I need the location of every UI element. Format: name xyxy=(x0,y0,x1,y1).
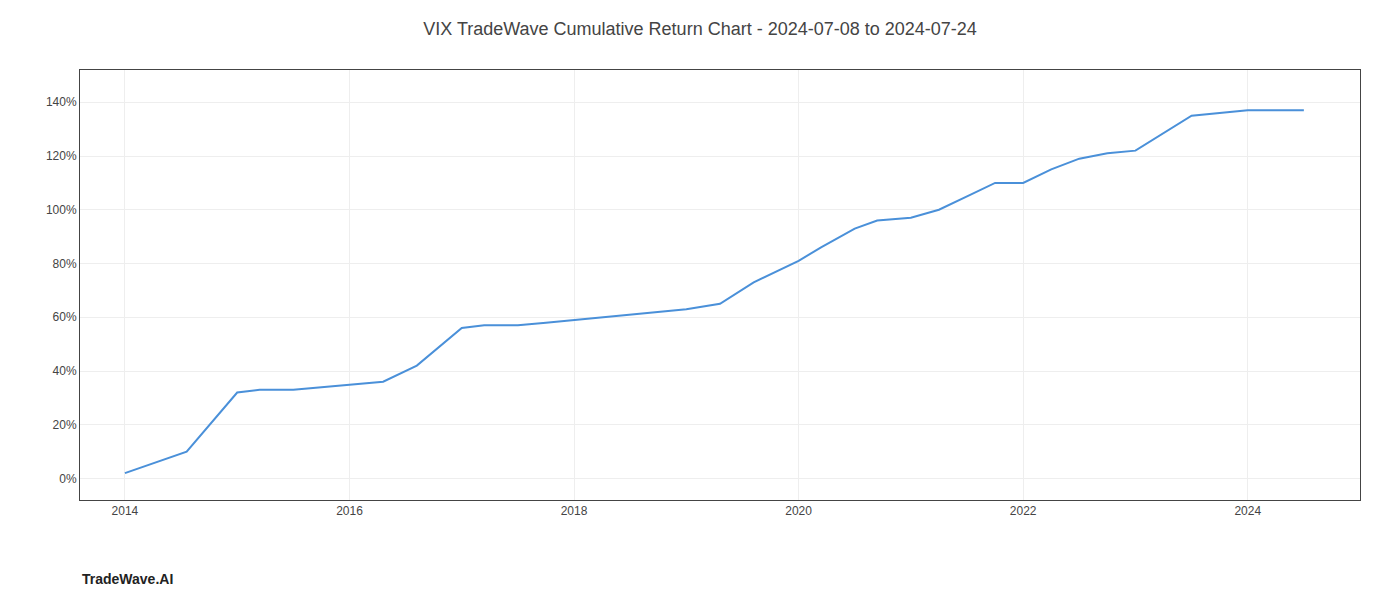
svg-text:2016: 2016 xyxy=(336,504,363,518)
svg-text:0%: 0% xyxy=(59,472,77,486)
svg-text:100%: 100% xyxy=(46,203,77,217)
svg-text:2018: 2018 xyxy=(561,504,588,518)
svg-text:2022: 2022 xyxy=(1010,504,1037,518)
svg-text:2014: 2014 xyxy=(112,504,139,518)
svg-text:80%: 80% xyxy=(53,257,77,271)
svg-text:TradeWave.AI: TradeWave.AI xyxy=(82,571,173,587)
svg-text:2024: 2024 xyxy=(1234,504,1261,518)
svg-text:120%: 120% xyxy=(46,149,77,163)
svg-text:140%: 140% xyxy=(46,95,77,109)
svg-text:VIX TradeWave Cumulative Retur: VIX TradeWave Cumulative Return Chart - … xyxy=(423,19,977,39)
svg-text:20%: 20% xyxy=(53,418,77,432)
svg-text:60%: 60% xyxy=(53,310,77,324)
svg-text:2020: 2020 xyxy=(785,504,812,518)
svg-text:40%: 40% xyxy=(53,364,77,378)
